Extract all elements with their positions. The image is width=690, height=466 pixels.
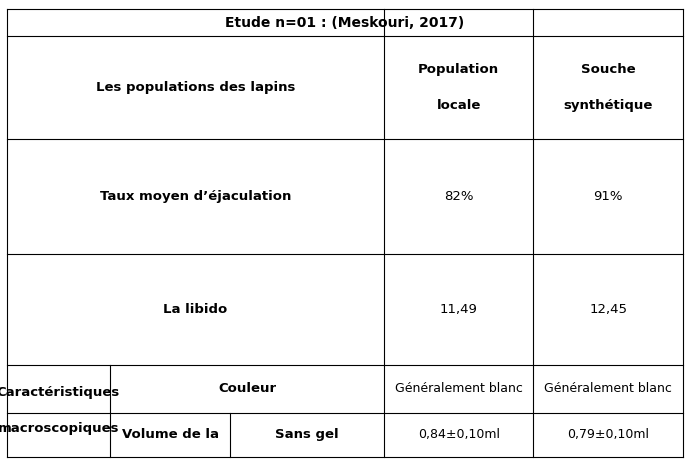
- Text: Souche

synthétique: Souche synthétique: [564, 63, 653, 112]
- Text: Etude n=01 : (Meskouri, 2017): Etude n=01 : (Meskouri, 2017): [226, 16, 464, 30]
- Text: Taux moyen d’éjaculation: Taux moyen d’éjaculation: [100, 190, 291, 203]
- Text: 0,79±0,10ml: 0,79±0,10ml: [567, 428, 649, 441]
- Text: Couleur: Couleur: [218, 382, 276, 395]
- Text: Volume de la: Volume de la: [121, 428, 219, 441]
- Text: La libido: La libido: [164, 303, 228, 316]
- Text: 82%: 82%: [444, 190, 473, 203]
- Text: Population

locale: Population locale: [418, 63, 500, 112]
- Text: 12,45: 12,45: [589, 303, 627, 316]
- Text: Les populations des lapins: Les populations des lapins: [96, 81, 295, 94]
- Text: 91%: 91%: [593, 190, 623, 203]
- Text: 11,49: 11,49: [440, 303, 477, 316]
- Text: 0,84±0,10ml: 0,84±0,10ml: [417, 428, 500, 441]
- Text: Généralement blanc: Généralement blanc: [395, 382, 522, 395]
- Text: Généralement blanc: Généralement blanc: [544, 382, 672, 395]
- Text: Caractéristiques

macroscopiques: Caractéristiques macroscopiques: [0, 386, 120, 435]
- Text: Sans gel: Sans gel: [275, 428, 339, 441]
